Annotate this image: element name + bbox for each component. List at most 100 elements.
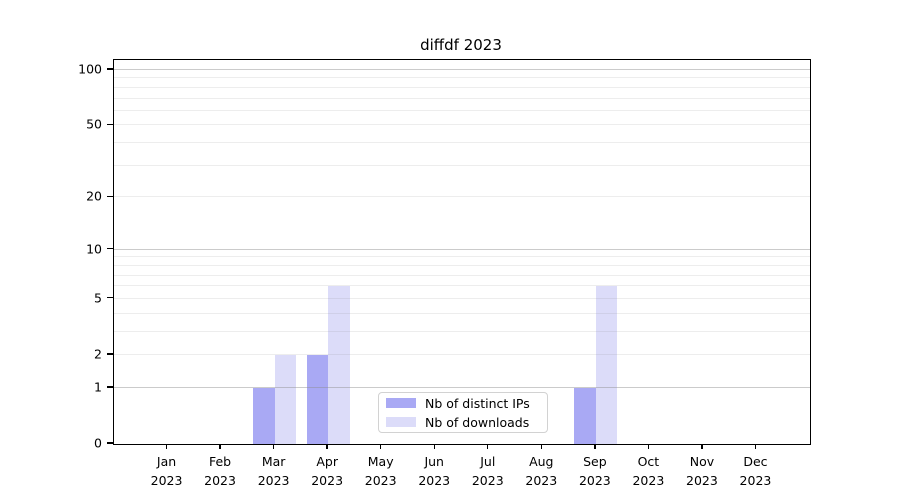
x-label-year: 2023 xyxy=(632,473,665,488)
bar-distinct-ips-apr xyxy=(306,354,329,444)
x-tick-label-jun: Jun 2023 xyxy=(418,452,450,490)
x-label-month: Feb xyxy=(208,454,232,469)
y-tick-50 xyxy=(107,123,114,126)
x-tick-label-aug: Aug 2023 xyxy=(525,452,557,490)
y-tick-10 xyxy=(107,247,114,250)
y-tick-1 xyxy=(107,386,114,388)
gridline-minor-2 xyxy=(114,353,810,355)
chart-title: diffdf 2023 xyxy=(420,36,502,54)
x-label-year: 2023 xyxy=(418,473,451,488)
x-tick-mar xyxy=(272,444,275,449)
x-tick-nov xyxy=(701,444,703,449)
x-tick-label-oct: Oct 2023 xyxy=(632,452,664,490)
plot-area: Nb of distinct IPs Nb of downloads xyxy=(113,59,811,445)
x-tick-label-jul: Jul 2023 xyxy=(472,452,504,490)
gridline-minor-60 xyxy=(114,109,810,111)
gridline-minor-20 xyxy=(114,196,810,198)
y-tick-0 xyxy=(107,442,114,444)
gridline-minor-40 xyxy=(114,142,810,144)
x-label-year: 2023 xyxy=(204,473,236,488)
gridline-minor-90 xyxy=(114,77,810,79)
legend-label-distinct-ips: Nb of distinct IPs xyxy=(425,395,530,411)
gridline-minor-3 xyxy=(114,330,810,332)
x-tick-apr xyxy=(326,444,328,449)
legend-swatch-distinct-ips xyxy=(386,398,416,408)
x-tick-jan xyxy=(165,444,168,449)
x-label-month: Oct xyxy=(637,454,660,469)
x-tick-label-dec: Dec 2023 xyxy=(740,452,772,490)
bar-distinct-ips-mar xyxy=(253,387,275,444)
x-tick-aug xyxy=(540,444,542,449)
gridline-minor-70 xyxy=(114,97,810,99)
gridline-major-1 xyxy=(114,386,810,388)
gridline-minor-8 xyxy=(114,264,810,266)
x-label-year: 2023 xyxy=(150,473,183,488)
gridline-minor-7 xyxy=(114,274,810,276)
x-label-year: 2023 xyxy=(739,473,772,488)
x-tick-label-sep: Sep 2023 xyxy=(579,452,611,490)
x-label-month: Mar xyxy=(261,454,286,469)
x-tick-label-feb: Feb 2023 xyxy=(204,452,236,490)
gridline-minor-5 xyxy=(114,297,810,299)
legend: Nb of distinct IPs Nb of downloads xyxy=(378,392,548,433)
x-label-year: 2023 xyxy=(257,473,290,488)
gridline-major-10 xyxy=(114,248,810,250)
x-axis: Jan 2023 Feb 2023 Mar 2023 Apr 2023 May 2023 Jun 20… xyxy=(113,443,809,500)
legend-entry-distinct-ips: Nb of distinct IPs xyxy=(379,396,547,411)
x-tick-dec xyxy=(754,444,757,449)
gridline-minor-9 xyxy=(114,256,810,258)
x-label-year: 2023 xyxy=(578,473,611,488)
x-tick-label-jan: Jan 2023 xyxy=(151,452,183,490)
y-tick-2 xyxy=(107,353,114,355)
bar-downloads-mar xyxy=(274,354,297,444)
x-label-year: 2023 xyxy=(525,473,558,488)
x-label-year: 2023 xyxy=(471,473,504,488)
gridline-minor-6 xyxy=(114,285,810,287)
x-tick-label-may: May 2023 xyxy=(365,452,397,490)
x-label-month: Apr xyxy=(316,454,338,469)
gridline-minor-4 xyxy=(114,312,810,314)
x-label-month: Sep xyxy=(583,454,607,469)
y-tick-label-1: 1 xyxy=(94,379,102,395)
gridline-minor-50 xyxy=(114,124,810,126)
legend-entry-downloads: Nb of downloads xyxy=(379,415,547,430)
y-tick-20 xyxy=(107,195,114,197)
x-tick-oct xyxy=(647,444,650,449)
x-label-month: Jul xyxy=(480,454,496,469)
y-tick-label-10: 10 xyxy=(86,241,102,257)
gridline-minor-30 xyxy=(114,164,810,166)
x-label-year: 2023 xyxy=(364,473,397,488)
x-tick-label-nov: Nov 2023 xyxy=(686,452,718,490)
y-tick-100 xyxy=(107,68,114,70)
bar-downloads-sep xyxy=(595,286,618,444)
x-label-year: 2023 xyxy=(311,473,344,488)
x-tick-sep xyxy=(594,444,596,449)
y-tick-label-5: 5 xyxy=(94,290,102,306)
gridline-minor-80 xyxy=(114,86,810,88)
x-label-month: Jan xyxy=(156,454,177,469)
x-label-month: Aug xyxy=(529,454,554,469)
y-tick-label-2: 2 xyxy=(94,346,102,362)
bar-downloads-apr xyxy=(328,286,350,444)
gridline-major-100 xyxy=(114,69,810,71)
y-axis: 0 1 2 5 10 20 50 100 xyxy=(0,59,114,451)
x-label-month: May xyxy=(367,454,394,469)
x-label-month: Nov xyxy=(689,454,715,469)
y-tick-label-50: 50 xyxy=(86,116,102,132)
bar-distinct-ips-sep xyxy=(574,387,596,444)
y-tick-label-100: 100 xyxy=(78,61,102,77)
x-tick-may xyxy=(379,444,382,449)
y-tick-label-20: 20 xyxy=(86,188,102,204)
x-label-year: 2023 xyxy=(686,473,718,488)
x-tick-label-mar: Mar 2023 xyxy=(258,452,290,490)
x-tick-feb xyxy=(219,444,221,449)
legend-swatch-downloads xyxy=(386,417,416,427)
x-label-month: Dec xyxy=(743,454,768,469)
x-label-month: Jun xyxy=(424,454,444,469)
x-tick-jun xyxy=(433,444,435,449)
y-tick-5 xyxy=(107,297,114,299)
x-tick-label-apr: Apr 2023 xyxy=(311,452,343,490)
x-tick-jul xyxy=(487,444,489,449)
y-tick-label-0: 0 xyxy=(94,435,102,451)
